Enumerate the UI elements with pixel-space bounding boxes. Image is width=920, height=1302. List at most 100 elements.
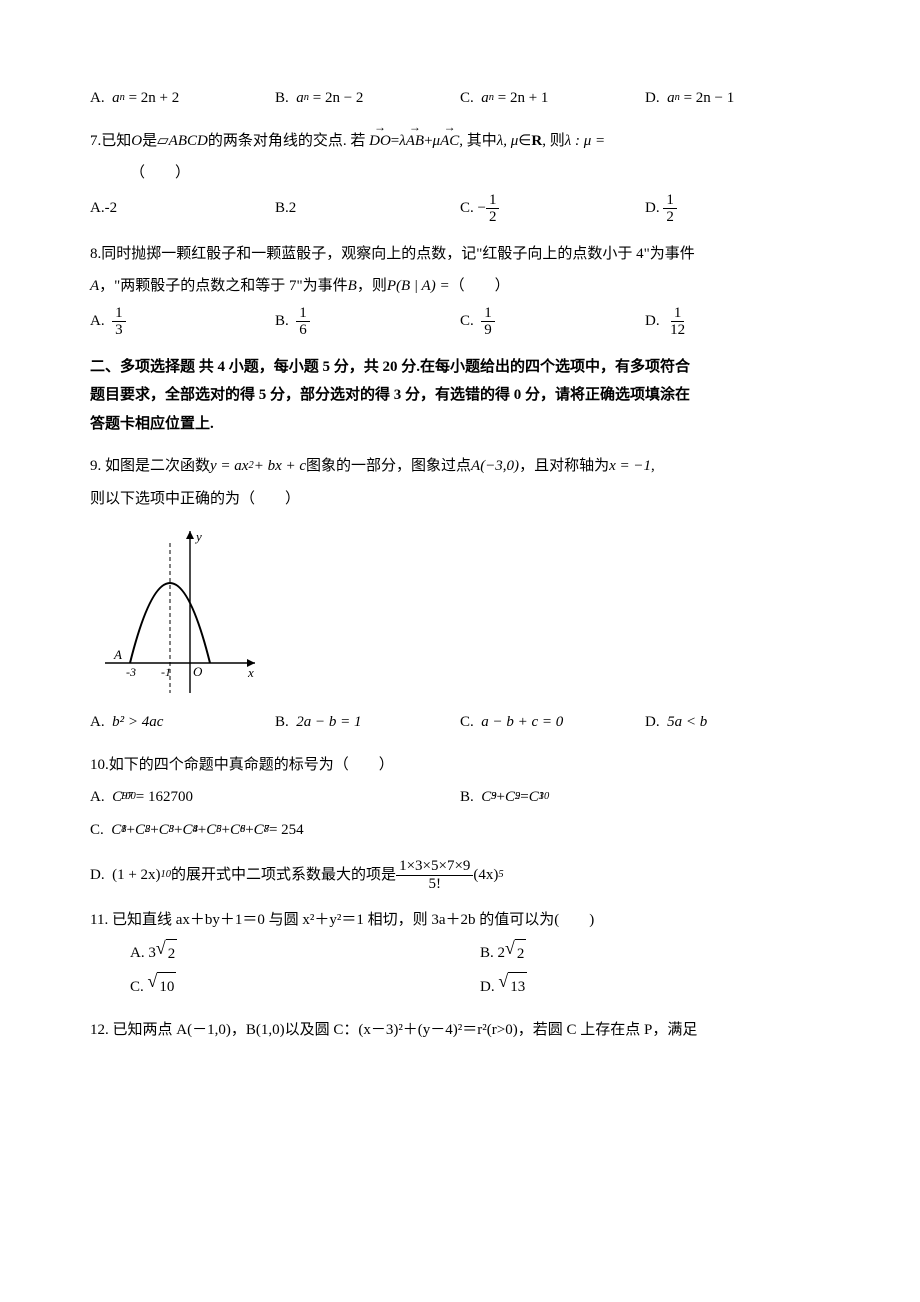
q7-option-d: D. 1 2 [645,192,830,226]
text: ，则 [357,272,387,301]
q9-option-a: A. b² > 4ac [90,708,275,737]
opt-letter: D. [645,307,660,336]
svg-text:O: O [193,664,203,679]
sqrt: √10 [148,972,177,1002]
opt-letter: B. [275,307,289,336]
probability: P(B | A) = [387,272,450,301]
sub-n: n [120,88,125,108]
var-a: a [112,84,120,113]
plus: + [221,816,229,845]
plus: + [497,783,505,812]
axis-eq: x = −1 [609,452,651,481]
radical-icon: √ [148,972,158,990]
opt-letter: C. [90,816,104,845]
blank-paren: （ ） [130,159,190,188]
point-a: A(−3,0) [471,452,519,481]
q10-option-d: D. (1 + 2x)10 的展开式中二项式系数最大的项是 1×3×5×7×9 … [90,858,830,892]
radical-icon: √ [498,972,508,990]
text: 8.同时抛掷一颗红骰子和一颗蓝骰子，观察向上的点数，记"红骰子向上的点数小于 4… [90,240,695,269]
q9-option-d: D. 5a < b [645,708,830,737]
rhs: = 2n − 2 [313,84,364,113]
q11-option-b: B. 2 √2 [480,939,830,969]
rhs: = 2n + 1 [498,84,549,113]
minus: − [478,194,486,223]
rhs: = 2n − 1 [684,84,735,113]
q10-option-a: A. C97100 = 162700 [90,783,460,812]
parallelogram-icon: ▱ [157,127,169,156]
var-o: O [131,127,142,156]
denominator: 2 [663,209,677,226]
sqrt: √2 [505,939,526,969]
numerator: 1 [296,305,310,323]
text: ，"两颗骰子的点数之和等于 7"为事件 [99,272,348,301]
opt-value: b² > 4ac [112,708,163,737]
q7-option-c: C. − 1 2 [460,192,645,226]
mu: μ [433,127,441,156]
c: C [206,816,216,845]
plus: + [198,816,206,845]
set-r: R [531,127,542,156]
tail: (4x) [473,861,498,890]
sqrt: √13 [498,972,527,1002]
in: ∈ [518,127,531,156]
c: C [529,783,539,812]
text: 是 [142,127,157,156]
opt-value: 2 [289,194,297,223]
q7-option-b: B. 2 [275,194,460,223]
q7-options: A. -2 B. 2 C. − 1 2 D. 1 2 [90,192,830,226]
formula: y = ax [210,452,248,481]
q6-options: A. an = 2n + 2 B. an = 2n − 2 C. an = 2n… [90,84,830,113]
svg-text:-3: -3 [126,665,136,679]
exponent: 10 [161,865,172,885]
numerator: 1 [486,192,500,210]
plus: + [245,816,253,845]
opt-value: a − b + c = 0 [481,708,563,737]
coef: 2 [498,939,506,968]
eq: = [391,127,399,156]
opt-value: 5a < b [667,708,707,737]
text: , 则 [542,127,565,156]
vector-ac: AC [440,127,459,156]
q6-option-d: D. an = 2n − 1 [645,84,830,113]
opt-letter: C. [130,973,144,1002]
q9-stem-line1: 9. 如图是二次函数 y = ax2 + bx + c 图象的一部分，图象过点 … [90,452,830,481]
event-a: A [90,272,99,301]
opt-letter: C. [460,84,474,113]
sqrt: √2 [156,939,177,969]
c: C [111,816,121,845]
text: 则以下选项中正确的为（ ） [90,485,300,514]
radicand: 13 [508,972,527,1002]
opt-letter: D. [645,84,660,113]
q9-parabola-graph: yxA-3-1O [100,523,260,698]
c: C [254,816,264,845]
svg-text:x: x [247,665,254,680]
text: 二、多项选择题 共 4 小题，每小题 5 分，共 20 分.在每小题给出的四个选… [90,353,830,382]
q11-row-ab: A. 3 √2 B. 2 √2 [90,939,830,969]
coef: 3 [148,939,156,968]
q10-option-b: B. C39 + C29 = C310 [460,783,830,812]
q8-option-b: B. 1 6 [275,305,460,339]
c: C [135,816,145,845]
plus: + [174,816,182,845]
eq: = [520,783,528,812]
q12-stem: 12. 已知两点 A(－1,0)，B(1,0)以及圆 C：(x－3)²＋(y－4… [90,1016,830,1045]
c: C [230,816,240,845]
opt-letter: A. [90,307,105,336]
radical-icon: √ [156,939,166,957]
sub: 10 [539,787,550,807]
q8-stem-line1: 8.同时抛掷一颗红骰子和一颗蓝骰子，观察向上的点数，记"红骰子向上的点数小于 4… [90,240,830,269]
numerator: 1×3×5×7×9 [396,858,473,876]
fraction: 1 9 [481,305,495,339]
q6-option-c: C. an = 2n + 1 [460,84,645,113]
q9-stem-line2: 则以下选项中正确的为（ ） [90,485,830,514]
opt-letter: C. [460,708,474,737]
opt-letter: B. [275,708,289,737]
text: 11. 已知直线 ax＋by＋1＝0 与圆 x²＋y²＝1 相切，则 3a＋2b… [90,906,594,935]
q7-option-a: A. -2 [90,194,275,223]
rhs: = 2n + 2 [129,84,180,113]
fraction: 1 12 [667,305,688,339]
fraction: 1 2 [663,192,677,226]
fraction: 1×3×5×7×9 5! [396,858,473,892]
text: 9. 如图是二次函数 [90,452,210,481]
sub-n: n [304,88,309,108]
